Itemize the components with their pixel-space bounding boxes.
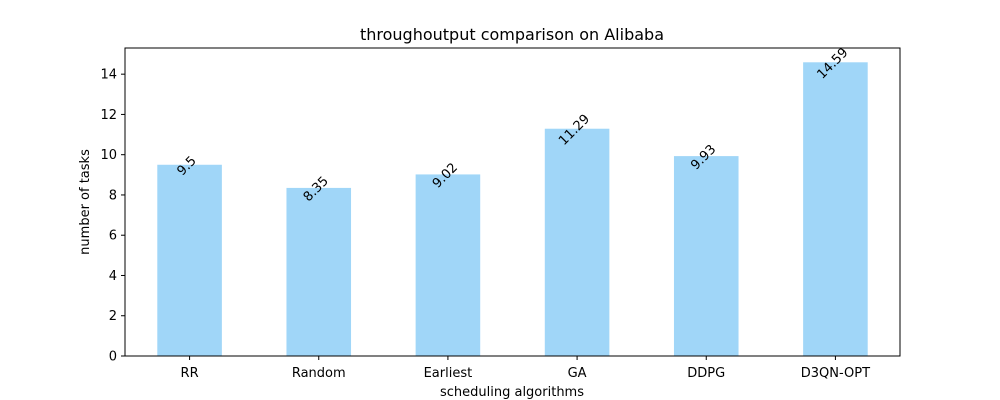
x-axis-label: scheduling algorithms bbox=[440, 385, 584, 400]
y-axis: 0 2 4 6 8 10 12 14 bbox=[100, 68, 125, 365]
chart-title: throughoutput comparison on Alibaba bbox=[360, 25, 664, 44]
bar-earliest bbox=[415, 174, 481, 356]
bar-d3qn-opt bbox=[803, 62, 868, 356]
y-tick-label-2: 2 bbox=[109, 309, 117, 324]
x-tick-label-ddpg: DDPG bbox=[687, 366, 725, 381]
y-tick-label-14: 14 bbox=[100, 68, 117, 83]
y-tick-label-8: 8 bbox=[109, 188, 117, 203]
plot-frame bbox=[124, 47, 901, 357]
bar-ddpg bbox=[673, 156, 739, 356]
x-tick-label-rr: RR bbox=[181, 366, 199, 381]
bars-group bbox=[157, 62, 868, 356]
x-tick-label-earliest: Earliest bbox=[424, 366, 473, 381]
x-tick-label-ga: GA bbox=[568, 366, 587, 381]
bar-ga bbox=[544, 128, 610, 356]
x-tick-label-random: Random bbox=[292, 366, 346, 381]
y-tick-label-12: 12 bbox=[100, 108, 117, 123]
y-tick-label-4: 4 bbox=[109, 269, 117, 284]
x-tick-label-d3qn-opt: D3QN-OPT bbox=[801, 366, 870, 381]
bar-random bbox=[286, 187, 352, 356]
bar-rr bbox=[157, 164, 222, 356]
y-tick-label-0: 0 bbox=[109, 350, 117, 365]
y-tick-label-10: 10 bbox=[100, 148, 117, 163]
y-axis-label: number of tasks bbox=[78, 149, 93, 255]
x-axis: RR Random Earliest GA DDPG D3QN-OPT bbox=[181, 356, 870, 381]
y-tick-label-6: 6 bbox=[109, 229, 117, 244]
